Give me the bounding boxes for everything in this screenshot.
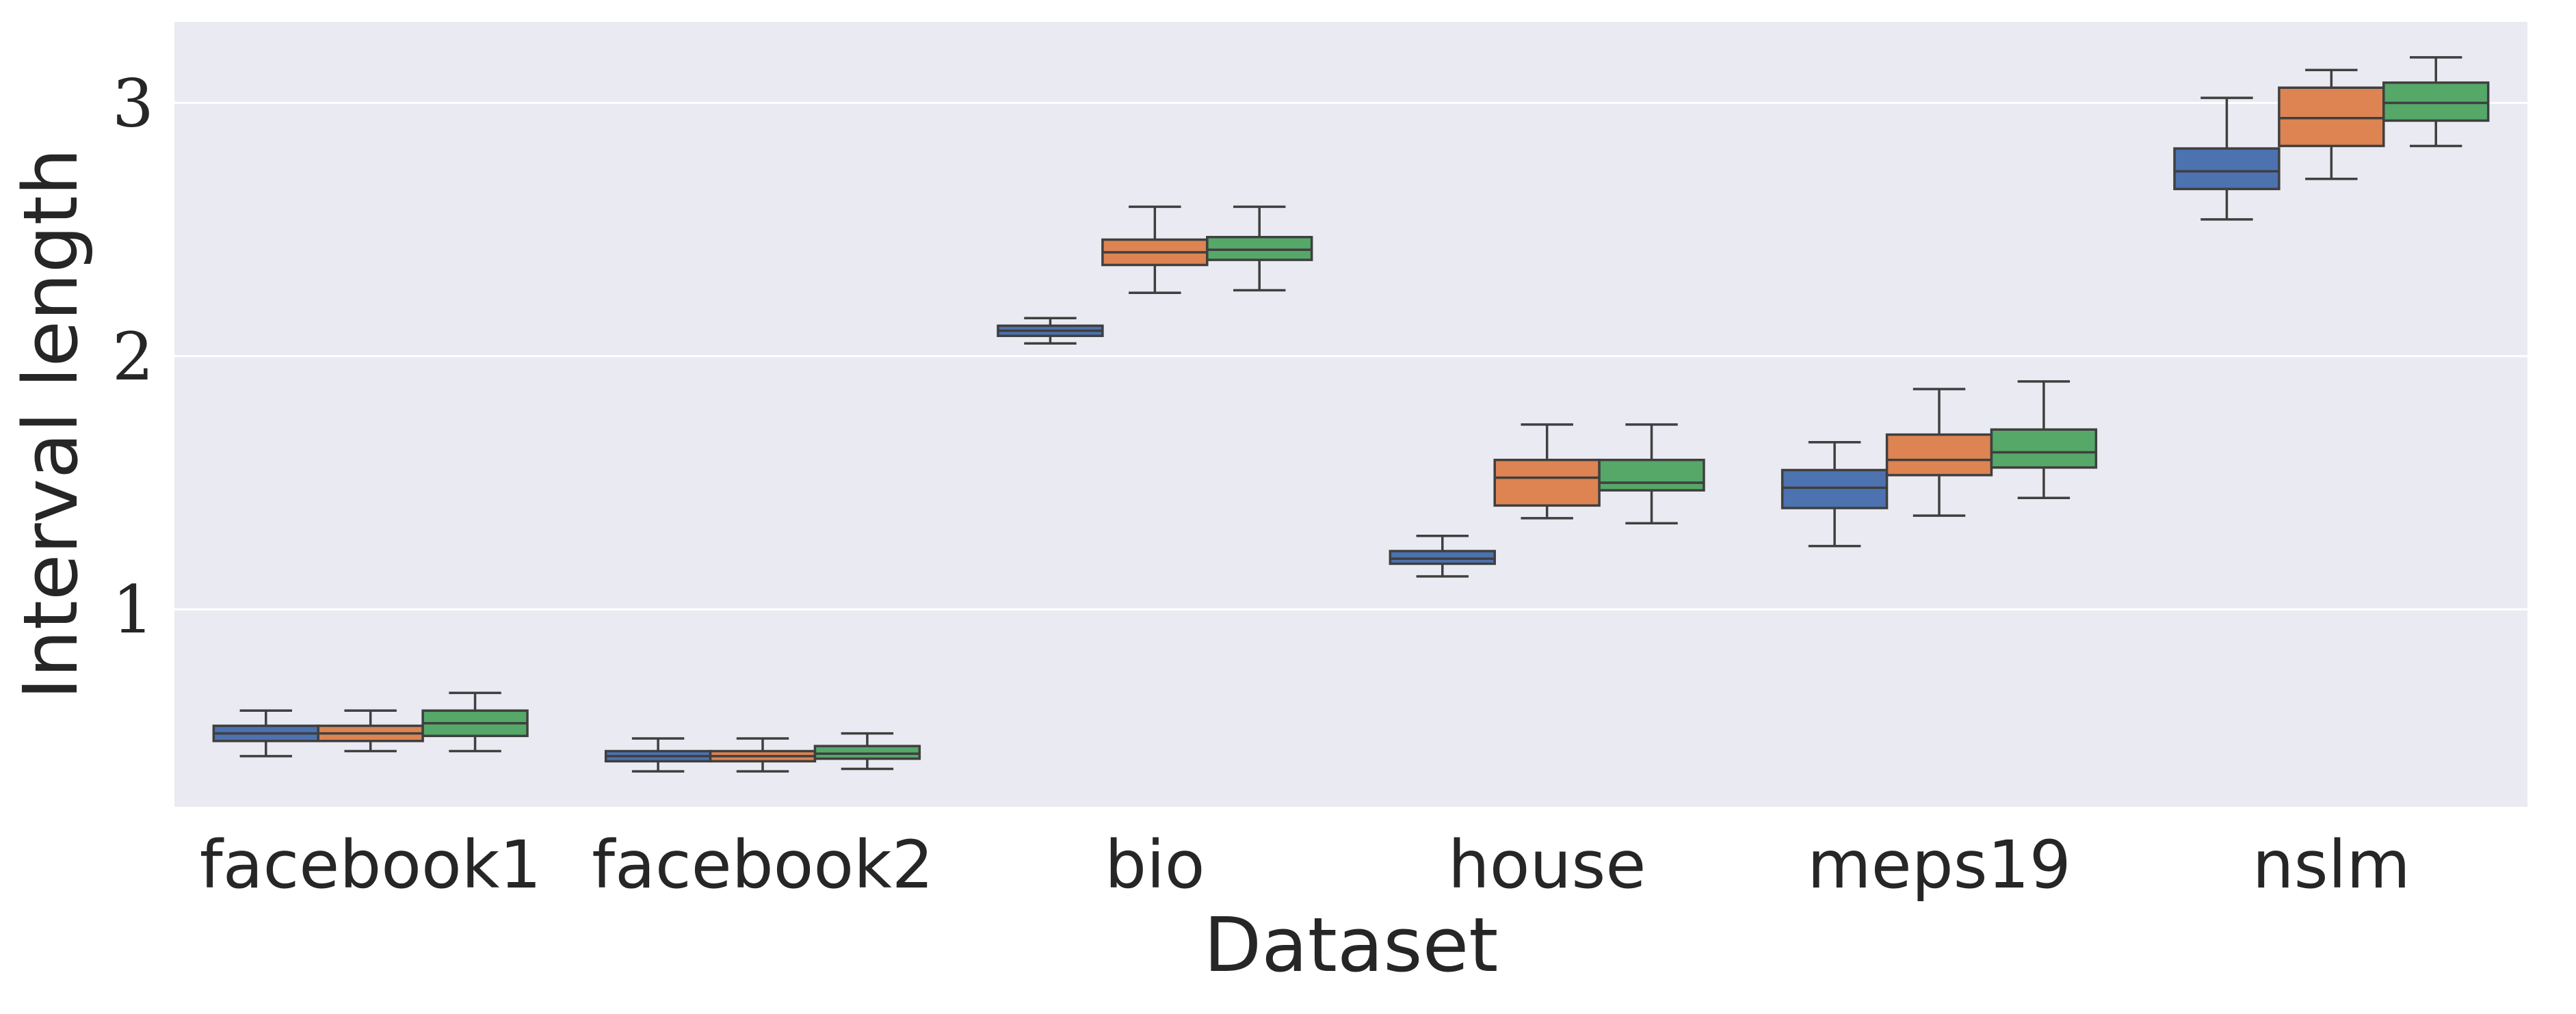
box-bio-series-1	[997, 317, 1104, 345]
box-groups	[212, 56, 2490, 773]
y-tick-label-3: 3	[112, 66, 154, 142]
x-tick-label-nslm: nslm	[2252, 827, 2410, 903]
x-tick-labels: facebook1 facebook2 bio house meps19 nslm	[200, 827, 2410, 903]
box-facebook1-series-3	[421, 691, 529, 753]
y-tick-labels: 1 2 3	[112, 66, 154, 649]
box-iqr	[2278, 86, 2385, 148]
y-axis-label: Interval length	[7, 148, 94, 700]
box-iqr	[2173, 147, 2281, 191]
box-facebook2-series-1	[604, 737, 712, 773]
box-meps19-series-1	[1780, 440, 1889, 548]
box-nslm-series-2	[2278, 68, 2385, 181]
box-group-facebook2	[604, 732, 921, 773]
box-group-house	[1389, 423, 1705, 578]
box-iqr	[1990, 428, 2098, 469]
box-iqr	[1885, 433, 1993, 477]
box-meps19-series-3	[1990, 380, 2098, 499]
box-house-series-2	[1493, 423, 1601, 520]
x-tick-label-facebook1: facebook1	[200, 827, 542, 903]
x-axis-label: Dataset	[1204, 901, 1499, 989]
box-group-nslm	[2173, 56, 2490, 221]
box-iqr	[2382, 81, 2490, 122]
box-bio-series-3	[1206, 205, 1313, 292]
box-house-series-1	[1389, 535, 1496, 578]
box-group-facebook1	[212, 691, 529, 758]
box-house-series-3	[1598, 423, 1705, 524]
box-iqr	[1389, 550, 1496, 565]
box-bio-series-2	[1101, 205, 1209, 294]
box-iqr	[1598, 458, 1705, 492]
box-group-meps19	[1780, 380, 2098, 548]
box-iqr	[1780, 468, 1889, 509]
x-tick-label-meps19: meps19	[1807, 827, 2071, 903]
grid-lines	[174, 102, 2527, 611]
box-iqr	[1206, 236, 1313, 261]
x-tick-label-facebook2: facebook2	[592, 827, 934, 903]
x-tick-label-house: house	[1448, 827, 1646, 903]
box-facebook2-series-2	[709, 737, 817, 773]
y-tick-label-1: 1	[112, 572, 154, 648]
box-nslm-series-3	[2382, 56, 2490, 148]
box-nslm-series-1	[2173, 96, 2281, 221]
plot-area	[174, 22, 2527, 807]
x-tick-label-bio: bio	[1105, 827, 1205, 903]
box-iqr	[1493, 458, 1601, 507]
y-tick-label-2: 2	[112, 319, 154, 395]
box-group-bio	[997, 205, 1313, 345]
box-facebook2-series-3	[813, 732, 921, 771]
box-facebook1-series-1	[212, 709, 319, 758]
box-iqr	[813, 745, 921, 760]
box-facebook1-series-2	[317, 709, 424, 753]
